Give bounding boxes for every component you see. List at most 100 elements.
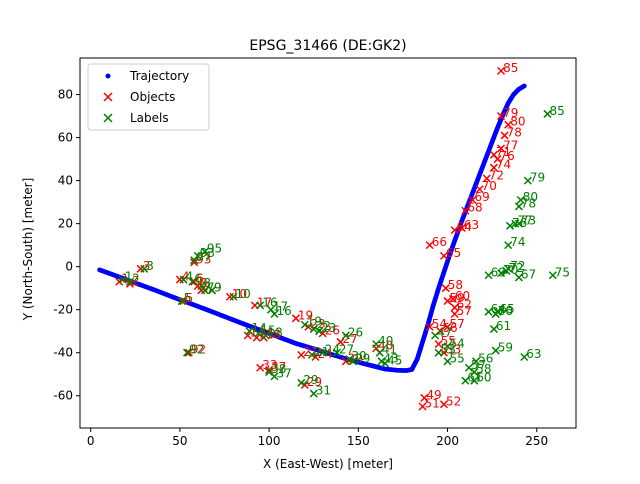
objects-point-label: 53 [446, 343, 461, 357]
objects-marker [418, 402, 427, 411]
labels-marker [270, 309, 279, 319]
labels-marker [511, 219, 520, 228]
labels-marker [491, 309, 500, 319]
labels-point-label: 45 [387, 353, 402, 367]
labels-point-label: 22 [316, 319, 331, 333]
x-tick-label: 250 [525, 434, 548, 448]
labels-point-label: 70 [498, 304, 513, 318]
labels-marker [381, 359, 390, 368]
objects-point-label: 72 [489, 168, 504, 182]
objects-point-label: 29 [307, 375, 322, 389]
labels-marker [543, 109, 552, 118]
labels-marker [431, 331, 440, 340]
labels-point-label: 59 [498, 341, 513, 355]
labels-point-label: 9 [214, 280, 222, 294]
x-tick-label: 50 [172, 434, 187, 448]
objects-point-label: 19 [298, 308, 313, 322]
objects-point-label: 49 [426, 388, 441, 402]
labels-point-label: 41 [382, 343, 397, 357]
objects-marker [336, 337, 345, 346]
objects-point-label: 52 [446, 394, 461, 408]
labels-point-label: 14 [251, 321, 266, 335]
legend-label-labels: Labels [130, 111, 169, 125]
objects-marker [443, 297, 452, 306]
x-tick-label: 200 [436, 434, 459, 448]
objects-point-label: 70 [482, 179, 497, 193]
y-tick-label: 40 [58, 174, 73, 188]
labels-marker [348, 357, 358, 366]
labels-point-label: 40 [378, 334, 393, 348]
labels-marker [504, 241, 513, 250]
objects-marker [425, 241, 434, 250]
objects-point-label: 51 [425, 396, 440, 410]
labels-point-label: 72 [508, 261, 523, 275]
labels-marker [514, 202, 523, 211]
objects-point-label: 68 [467, 201, 482, 215]
labels-marker [245, 327, 254, 336]
objects-point-label: 5 [185, 291, 193, 305]
labels-marker [297, 378, 306, 387]
objects-marker [420, 393, 429, 402]
objects-marker [439, 400, 449, 409]
objects-point-label: 93 [196, 252, 211, 266]
objects-marker [450, 309, 459, 319]
labels-marker [179, 275, 188, 284]
labels-marker [307, 350, 316, 359]
labels-point-label: 26 [348, 326, 363, 340]
objects-point-label: 63 [464, 218, 479, 232]
series-trajectory [97, 83, 527, 373]
labels-point-label: 79 [530, 171, 545, 185]
labels-point-label: 69 [491, 265, 506, 279]
legend-item-objects: Objects [103, 90, 175, 104]
labels-point-label: 54 [450, 336, 465, 350]
objects-marker [489, 163, 498, 172]
labels-marker [491, 346, 500, 355]
labels-marker [548, 271, 557, 280]
objects-point-label: 10 [232, 287, 247, 301]
labels-marker [372, 340, 381, 349]
objects-marker [434, 340, 443, 349]
objects-marker [482, 174, 491, 183]
y-tick-label: 20 [58, 217, 73, 231]
legend-item-trajectory: Trajectory [105, 69, 189, 83]
labels-point-label: 17 [273, 300, 288, 314]
labels-point-label: 73 [521, 214, 536, 228]
objects-point-label: 57 [450, 317, 465, 331]
labels-marker [514, 273, 523, 282]
labels-point-label: 97 [196, 250, 211, 264]
objects-point-label: 55 [441, 334, 456, 348]
objects-marker [468, 195, 477, 205]
objects-marker [256, 363, 265, 372]
labels-marker [461, 376, 470, 385]
objects-point-label: 76 [499, 149, 514, 163]
labels-point-label: 61 [496, 319, 511, 333]
labels-point-label: 29 [303, 373, 318, 387]
objects-point-label: 58 [448, 278, 463, 292]
labels-marker [309, 389, 318, 398]
labels-point-label: 6 [194, 272, 202, 286]
labels-point-label: 55 [450, 351, 465, 365]
trajectory-point [521, 83, 527, 89]
labels-marker [254, 329, 263, 338]
labels-marker [300, 320, 309, 329]
y-tick-label: 0 [65, 260, 73, 274]
axes-frame [79, 57, 577, 429]
labels-point-label: 10 [235, 287, 250, 301]
objects-point-label: 65 [446, 246, 461, 260]
objects-marker [461, 206, 470, 215]
objects-marker [448, 294, 457, 303]
labels-marker [514, 219, 523, 228]
chart-title: EPSG_31466 (DE:GK2) [249, 38, 406, 54]
labels-point-label: 58 [476, 362, 491, 376]
labels-marker [470, 376, 479, 385]
objects-marker [450, 226, 459, 235]
labels-marker [332, 348, 341, 357]
y-tick-label: -60 [53, 389, 73, 403]
labels-marker [472, 357, 481, 366]
objects-point-label: 79 [503, 106, 518, 120]
labels-marker [265, 368, 274, 377]
